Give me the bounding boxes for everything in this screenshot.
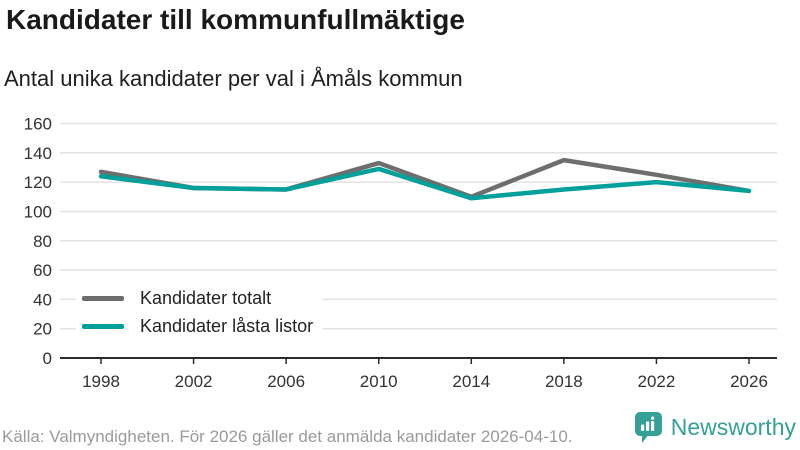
legend-item-totalt: Kandidater totalt xyxy=(76,286,324,310)
svg-text:0: 0 xyxy=(43,349,52,368)
chart-legend: Kandidater totalt Kandidater låsta listo… xyxy=(76,286,324,338)
x-axis xyxy=(60,357,777,364)
svg-text:40: 40 xyxy=(33,290,52,309)
svg-text:2002: 2002 xyxy=(175,372,213,391)
svg-text:2006: 2006 xyxy=(267,372,305,391)
svg-text:80: 80 xyxy=(33,232,52,251)
page-title: Kandidater till kommunfullmäktige xyxy=(6,4,465,35)
newsworthy-logo-icon xyxy=(634,412,662,443)
svg-text:160: 160 xyxy=(24,115,52,134)
svg-text:140: 140 xyxy=(24,144,52,163)
svg-text:100: 100 xyxy=(24,202,52,221)
newsworthy-brand: Newsworthy xyxy=(634,411,796,444)
svg-text:60: 60 xyxy=(33,261,52,280)
x-axis-tick-labels: 1998 2002 2006 2010 2014 2018 2022 2026 xyxy=(82,372,768,391)
svg-text:2018: 2018 xyxy=(545,372,583,391)
legend-item-lasta-listor: Kandidater låsta listor xyxy=(76,314,324,338)
chart-subtitle: Antal unika kandidater per val i Åmåls k… xyxy=(4,66,463,91)
source-note: Källa: Valmyndigheten. För 2026 gäller d… xyxy=(2,427,573,446)
newsworthy-wordmark: Newsworthy xyxy=(670,414,796,440)
chart-canvas: 0 20 40 60 80 100 120 140 160 1998 2002 2006 2010 20… xyxy=(24,115,777,391)
svg-text:120: 120 xyxy=(24,173,52,192)
line-chart: 0 20 40 60 80 100 120 140 160 1998 2002 2006 2010 20… xyxy=(0,110,800,400)
svg-text:2014: 2014 xyxy=(452,372,490,391)
svg-text:1998: 1998 xyxy=(82,372,120,391)
legend-label-totalt: Kandidater totalt xyxy=(140,287,272,308)
svg-text:2010: 2010 xyxy=(360,372,398,391)
data-series-lines xyxy=(98,157,752,201)
series-line-1 xyxy=(98,166,752,201)
series-line-0 xyxy=(98,157,752,200)
legend-swatch-lasta-listor xyxy=(82,323,124,329)
svg-text:2022: 2022 xyxy=(638,372,676,391)
legend-label-lasta-listor: Kandidater låsta listor xyxy=(140,315,314,336)
svg-text:20: 20 xyxy=(33,320,52,339)
svg-text:2026: 2026 xyxy=(730,372,768,391)
legend-swatch-totalt xyxy=(82,295,124,301)
y-axis-tick-labels: 0 20 40 60 80 100 120 140 160 xyxy=(24,115,52,369)
